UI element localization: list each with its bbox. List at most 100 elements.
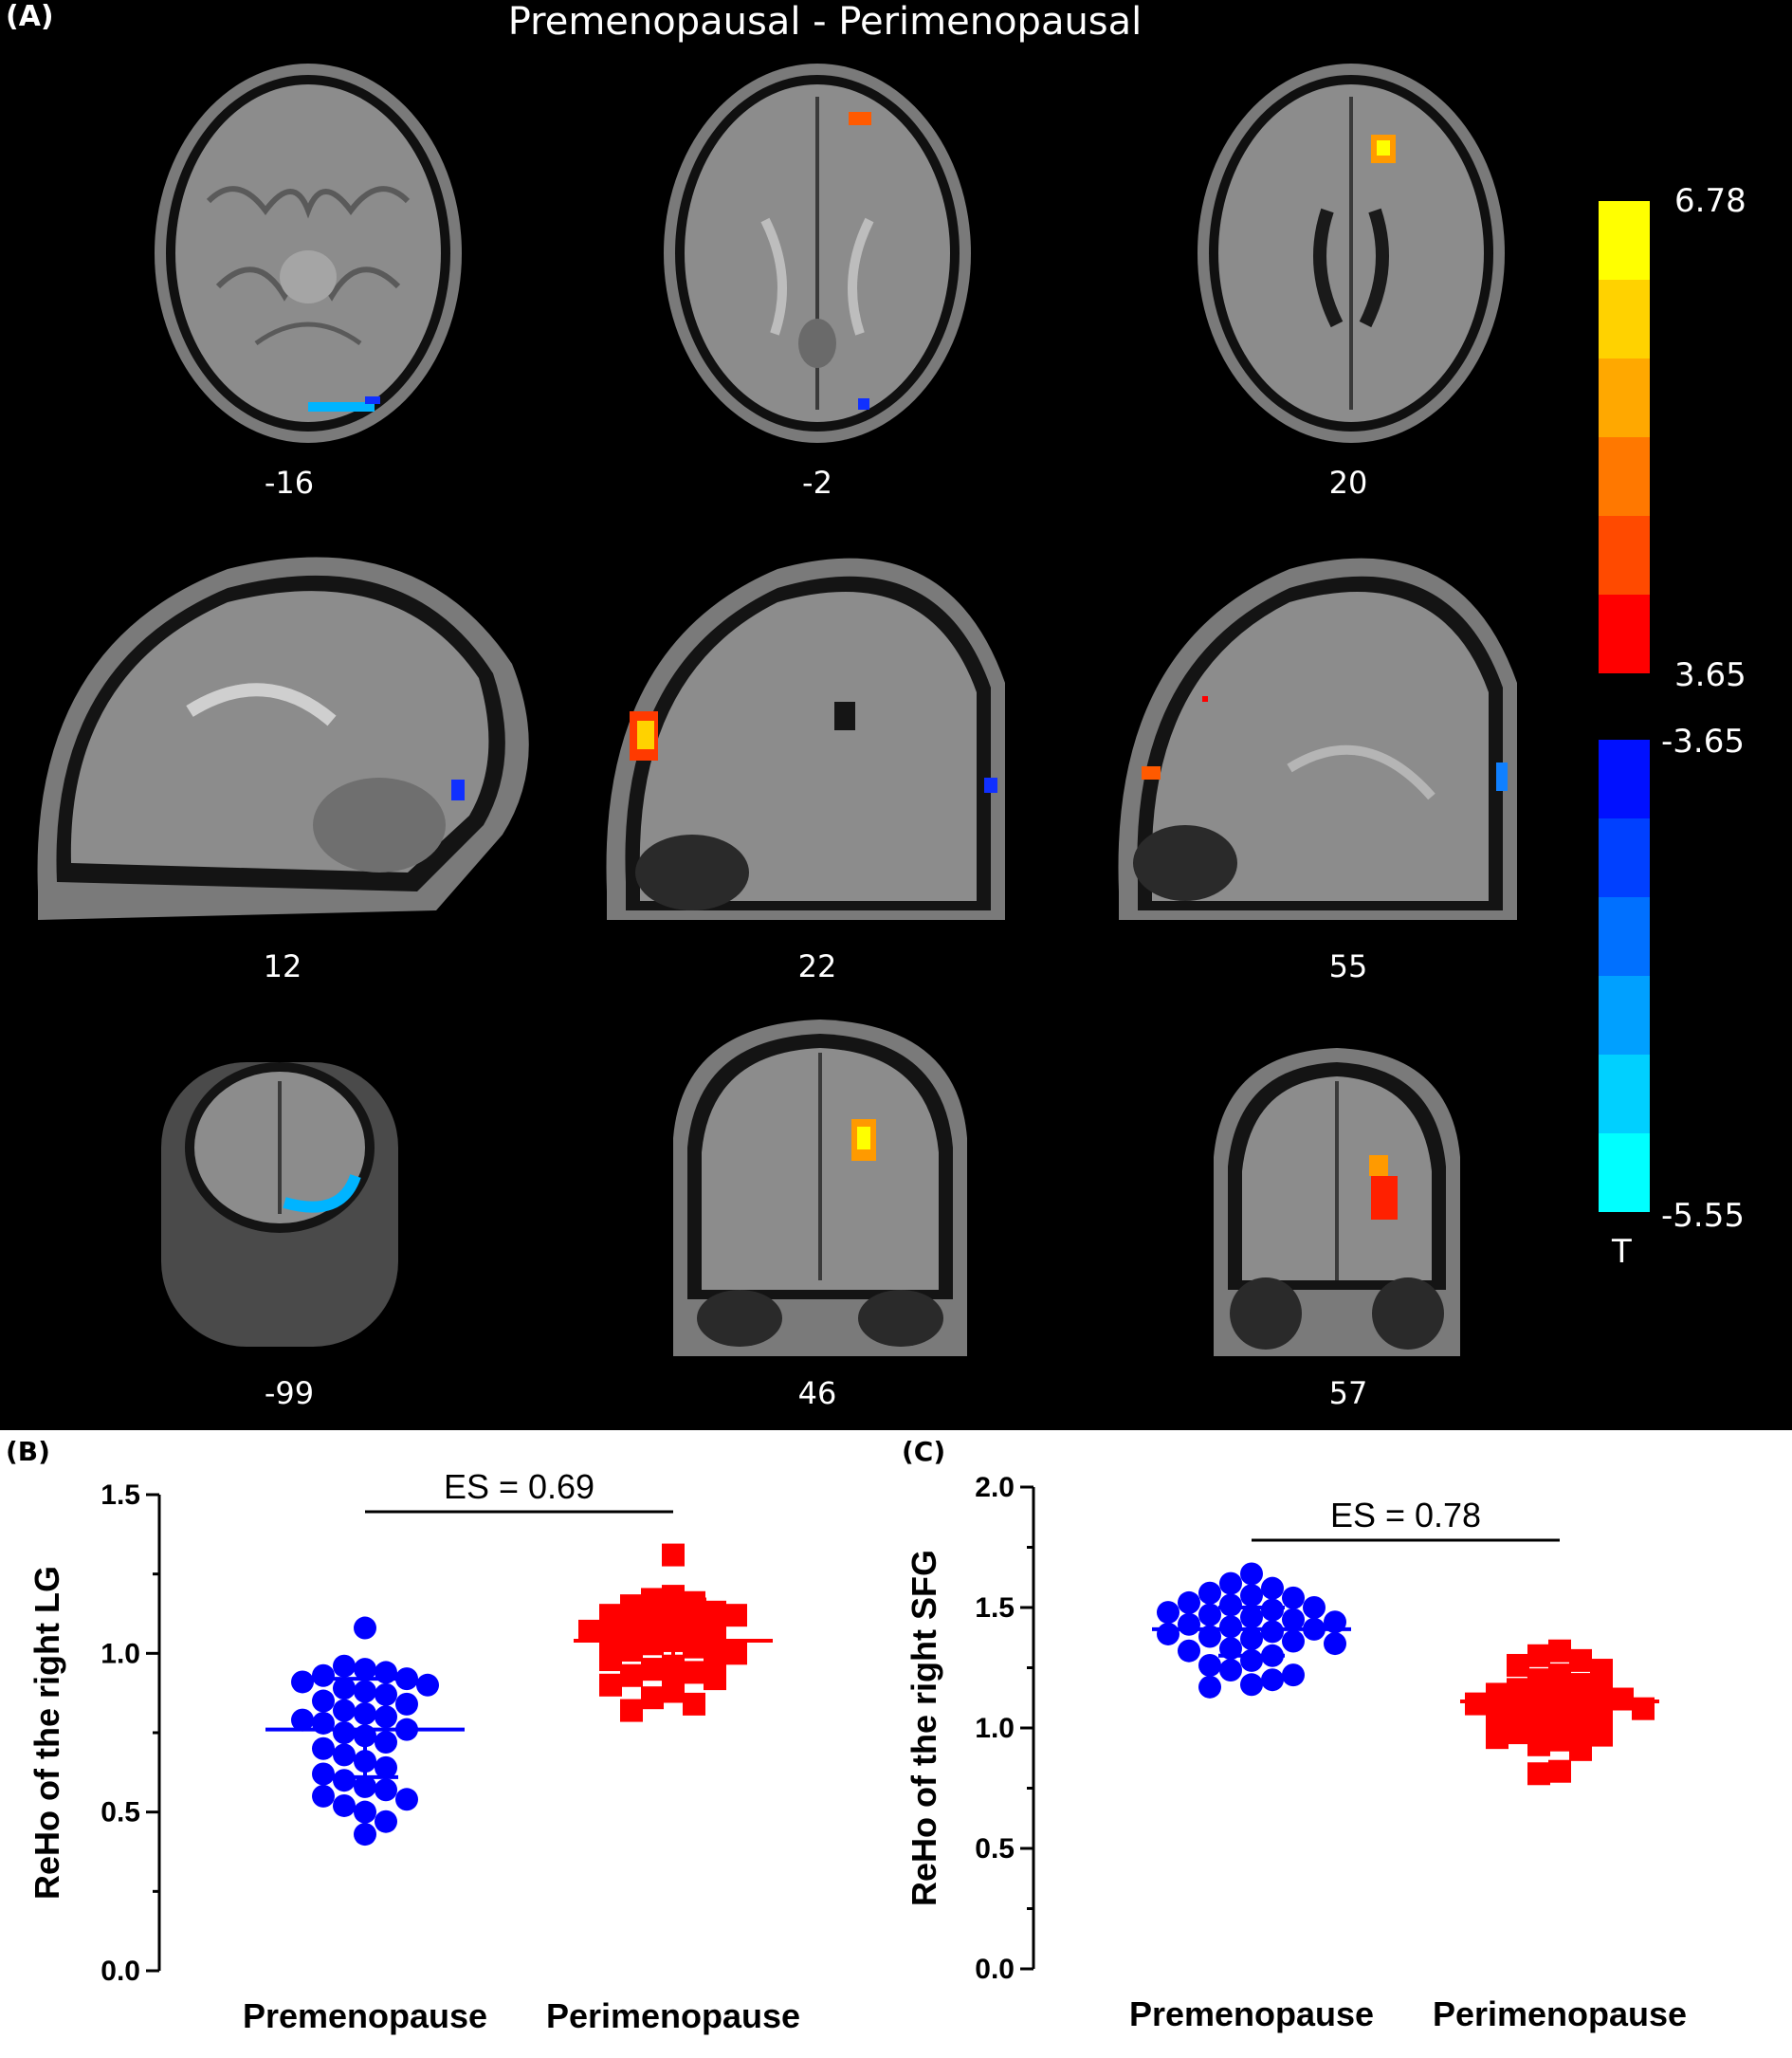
effect-size-annotation: ES = 0.78 [1330, 1496, 1481, 1534]
negative-colorbar-segment-3 [1599, 976, 1650, 1055]
data-point [333, 1699, 356, 1722]
panel-a-label: (A) [6, 0, 54, 33]
positive-colorbar-segment-4 [1599, 516, 1650, 595]
data-point [1240, 1584, 1263, 1608]
negative-colorbar-segment-5 [1599, 1133, 1650, 1212]
positive-colorbar [1599, 201, 1650, 673]
effect-size-annotation: ES = 0.69 [444, 1467, 594, 1506]
colorbar-positive-max: 6.78 [1674, 182, 1746, 220]
data-point [1198, 1581, 1221, 1605]
data-point [1219, 1659, 1242, 1682]
data-point [1178, 1612, 1200, 1636]
x-category-label: Premenopause [1129, 1994, 1374, 2033]
data-point [1261, 1576, 1284, 1600]
negative-colorbar-segment-4 [1599, 1055, 1650, 1133]
y-tick-label: 1.5 [101, 1479, 140, 1511]
data-point [599, 1604, 622, 1627]
data-point [1569, 1673, 1592, 1697]
data-point [1240, 1673, 1263, 1697]
data-point [354, 1823, 376, 1847]
data-point [1324, 1632, 1346, 1656]
coronal-slice-1 [152, 1043, 408, 1347]
data-point [704, 1645, 726, 1668]
data-point [395, 1667, 418, 1691]
axial-slice-3 [1195, 59, 1508, 448]
chart-c: (C) 0.0 0.5 1.0 1.5 2.0 ReHo of the right SFG P… [896, 1430, 1792, 2058]
data-point [291, 1708, 314, 1732]
panel-label: (C) [902, 1436, 945, 1467]
y-tick-label: 0.5 [975, 1833, 1015, 1865]
positive-colorbar-segment-2 [1599, 358, 1650, 437]
data-point [1527, 1668, 1550, 1692]
coronal-slice-label-1: -99 [264, 1375, 315, 1411]
data-point [395, 1692, 418, 1716]
data-point [354, 1616, 376, 1640]
negative-colorbar-segment-0 [1599, 740, 1650, 818]
coronal-slice-label-2: 46 [797, 1375, 837, 1411]
colorbar-negative-min: -3.65 [1661, 723, 1745, 761]
y-tick-label: 1.0 [975, 1713, 1015, 1744]
data-point [1590, 1659, 1613, 1682]
data-point [599, 1648, 622, 1672]
data-point [1507, 1721, 1529, 1745]
data-point [375, 1682, 397, 1706]
data-point [1282, 1629, 1305, 1653]
negative-colorbar [1599, 740, 1650, 1212]
data-point [1178, 1590, 1200, 1614]
axial-slice-label-1: -16 [264, 465, 315, 501]
data-point [1198, 1653, 1221, 1677]
data-point [620, 1638, 643, 1662]
data-point [1486, 1704, 1509, 1728]
data-point [620, 1663, 643, 1687]
x-category-label: Perimenopause [1433, 1994, 1687, 2033]
data-point [1282, 1608, 1305, 1631]
data-point [1569, 1737, 1592, 1761]
data-point [1465, 1692, 1488, 1716]
data-point [724, 1642, 747, 1665]
negative-colorbar-segment-2 [1599, 897, 1650, 976]
data-point [312, 1736, 335, 1760]
data-point [1590, 1701, 1613, 1725]
data-point [1507, 1678, 1529, 1701]
data-point [375, 1810, 397, 1833]
data-point [354, 1774, 376, 1798]
data-point [641, 1609, 664, 1633]
data-point [599, 1673, 622, 1697]
data-point [1240, 1562, 1263, 1586]
colorbar-negative-max: -5.55 [1661, 1197, 1745, 1235]
data-point [1157, 1601, 1179, 1625]
data-point [641, 1686, 664, 1710]
positive-colorbar-segment-3 [1599, 437, 1650, 516]
sagittal-slice-3 [1100, 531, 1536, 920]
data-point [1219, 1615, 1242, 1639]
data-point [354, 1658, 376, 1681]
data-point [1548, 1759, 1571, 1783]
data-point [312, 1762, 335, 1786]
data-point [1590, 1680, 1613, 1703]
data-point [375, 1755, 397, 1779]
data-point [1527, 1762, 1550, 1786]
data-point [333, 1654, 356, 1678]
data-point [375, 1705, 397, 1729]
data-point [1611, 1687, 1634, 1711]
data-point [1527, 1733, 1550, 1756]
data-point [1569, 1695, 1592, 1718]
axial-slice-2 [661, 59, 974, 448]
data-point [599, 1626, 622, 1649]
data-point [662, 1543, 685, 1567]
data-point [1157, 1622, 1179, 1645]
data-point [1282, 1586, 1305, 1609]
data-point [291, 1670, 314, 1694]
data-point [1198, 1603, 1221, 1626]
y-tick-label: 2.0 [975, 1472, 1015, 1503]
y-axis-label: ReHo of the right LG [27, 1566, 66, 1900]
y-tick-label: 1.5 [975, 1592, 1015, 1624]
sagittal-slice-label-2: 22 [797, 948, 837, 984]
sagittal-slice-label-3: 55 [1328, 948, 1368, 984]
data-point [1527, 1711, 1550, 1735]
y-tick-label: 1.0 [101, 1638, 140, 1669]
data-point [1548, 1639, 1571, 1663]
data-point [1282, 1663, 1305, 1687]
chart-c-svg: (C) 0.0 0.5 1.0 1.5 2.0 ReHo of the right SFG P… [902, 1436, 1687, 2033]
